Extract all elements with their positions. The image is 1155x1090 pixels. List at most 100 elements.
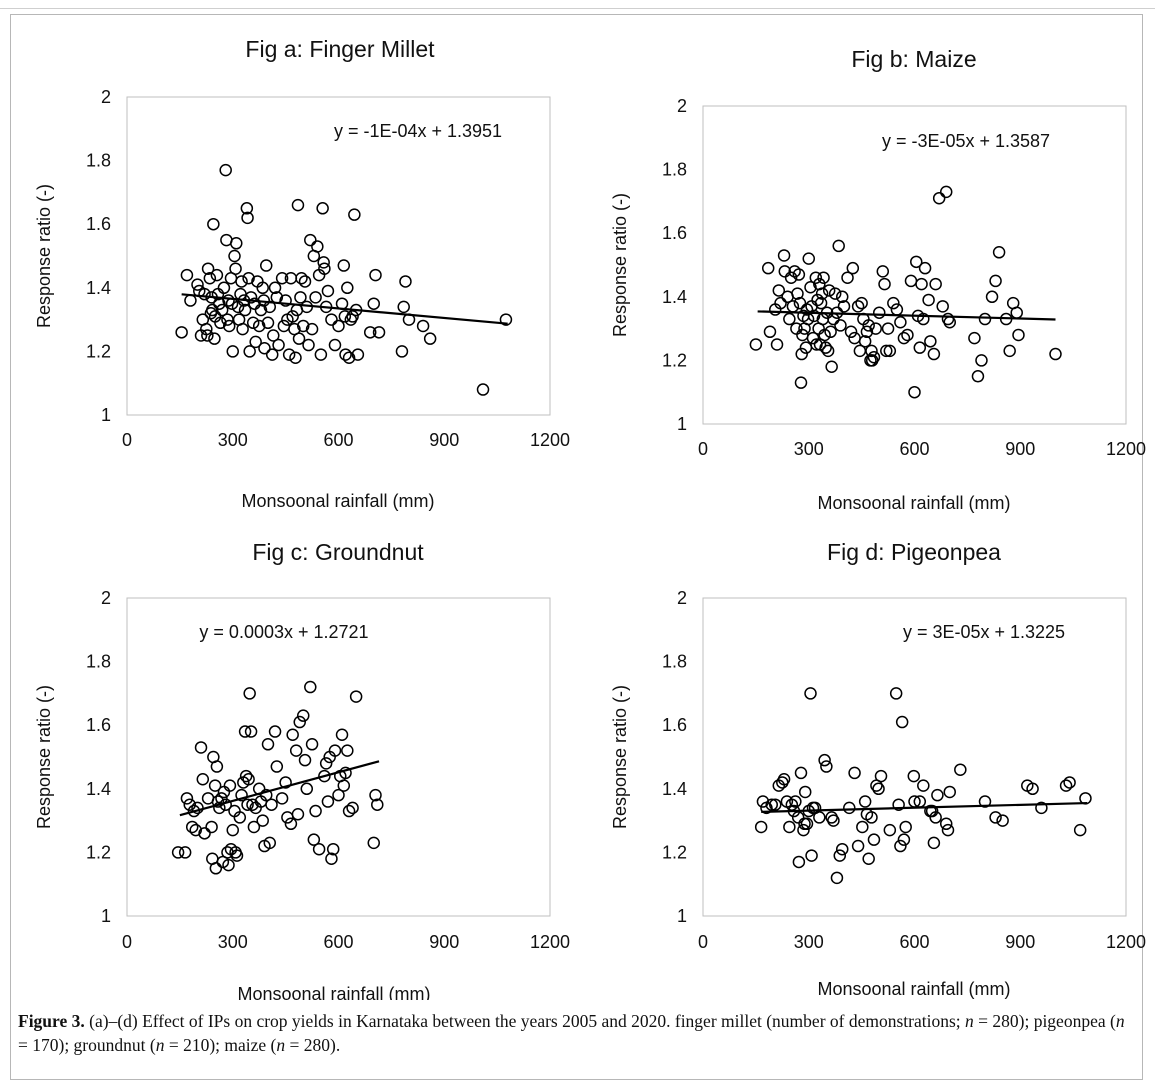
data-point [897,331,911,345]
data-point [211,795,225,808]
data-point [813,811,826,824]
data-point [1073,823,1087,837]
data-point [895,715,909,729]
x-tick-label: 900 [429,932,459,952]
data-point [824,325,837,339]
data-point [939,817,953,831]
data-point [205,820,218,834]
data-point [778,265,792,278]
trend-line [761,801,1088,813]
data-point [235,275,248,288]
y-tick-label: 1.2 [662,350,687,370]
data-point [777,249,791,262]
data-point [318,262,331,275]
data-point [214,316,227,330]
data-point [295,272,308,285]
data-point [235,788,248,802]
data-point [761,261,775,275]
data-point [929,811,942,824]
data-point [851,839,865,853]
data-point [298,753,312,767]
data-point [837,300,851,313]
data-point [499,313,513,326]
data-point [867,350,881,364]
y-tick-label: 1.6 [662,715,687,735]
caption-text-3: = 170); groundnut ( [18,1035,156,1055]
data-point [792,855,806,869]
x-axis-label: Monsoonal rainfall (mm) [237,984,430,1000]
data-point [830,871,844,885]
data-point [936,300,949,313]
data-point [319,757,333,770]
trend-equation: y = -1E-04x + 1.3951 [334,121,502,141]
figure-caption: Figure 3. (a)–(d) Effect of IPs on crop … [18,1009,1128,1057]
data-point [275,272,289,285]
x-tick-label: 600 [323,932,353,952]
data-point [880,344,893,358]
data-point [284,817,298,831]
data-point [800,817,814,831]
data-point [242,773,255,786]
data-point [342,804,356,818]
data-point [185,820,199,834]
data-point [369,788,382,802]
data-point [901,328,914,342]
data-point [856,820,869,834]
data-point [798,817,811,831]
y-axis-label: Response ratio (-) [34,184,54,328]
data-point [774,296,787,310]
data-point [226,823,239,837]
data-point [222,858,235,872]
data-point [337,259,351,272]
x-tick-label: 900 [429,430,459,450]
data-point [954,763,967,776]
data-point [423,332,437,345]
data-point [843,801,856,815]
data-point [201,262,215,275]
data-point [890,303,904,316]
data-point [293,715,306,729]
data-point [881,322,895,335]
data-point [191,278,204,291]
x-tick-label: 600 [899,439,929,459]
data-point [194,741,208,754]
data-point [268,281,282,295]
y-tick-label: 1 [101,906,111,926]
data-point [792,268,806,281]
data-point [180,268,194,282]
data-point [763,325,777,339]
trend-line [757,310,1056,321]
data-point [770,338,784,351]
trend-equation: y = -3E-05x + 1.3587 [882,131,1050,151]
data-point [339,348,352,361]
caption-n-4: n [276,1035,286,1055]
data-point [259,788,273,802]
data-point [399,275,412,288]
data-point [819,341,832,354]
data-point [348,208,361,221]
data-point [862,319,875,332]
data-point [265,798,278,811]
data-point [309,804,322,818]
data-point [1049,347,1062,361]
data-point [369,268,382,282]
x-tick-label: 0 [122,932,132,952]
data-point [289,744,303,757]
data-point [939,185,953,199]
y-tick-label: 1.8 [86,151,111,171]
chart-panel-1: Fig a: Finger Millet 1 1.2 1.4 1.6 1.8 2 0 300 60… [34,36,570,511]
data-point [929,277,942,291]
data-point [851,300,865,313]
data-point [277,319,291,333]
data-point [282,348,296,361]
y-tick-label: 1.6 [86,214,111,234]
data-point [822,284,836,297]
data-point [286,728,299,741]
data-point [754,820,768,834]
data-point [874,769,888,783]
data-point [397,300,410,314]
data-point [989,274,1002,288]
x-tick-label: 600 [899,932,929,952]
x-axis-label: Monsoonal rainfall (mm) [817,979,1010,999]
chart-panel-2: Fig b: Maize 1 1.2 1.4 1.6 1.8 2 0 300 600 900 1200… [610,46,1146,513]
